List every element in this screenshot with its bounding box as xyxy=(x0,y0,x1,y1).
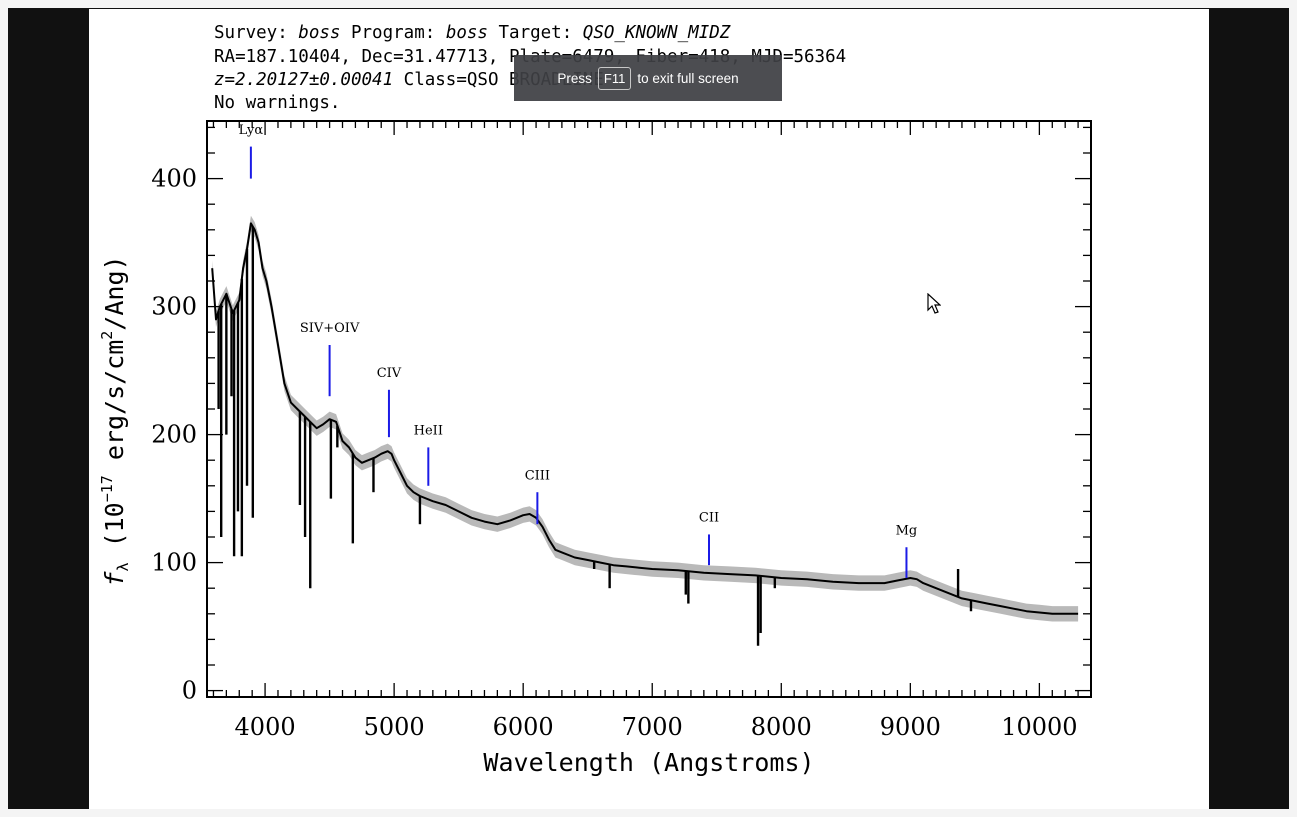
x-tick-label: 10000 xyxy=(1001,713,1077,741)
spectrum-layer xyxy=(211,222,1079,646)
emission-line-label: CII xyxy=(699,511,719,526)
redshift-value: z=2.20127±0.00041 xyxy=(214,70,394,90)
x-axis-label: Wavelength (Angstroms) xyxy=(483,748,814,777)
survey-label: Survey: xyxy=(214,23,299,43)
x-tick-label: 7000 xyxy=(622,713,683,741)
plot-frame xyxy=(206,120,1092,698)
y-tick-label: 400 xyxy=(151,165,197,193)
y-tick-label: 200 xyxy=(151,421,197,449)
survey-value: boss xyxy=(298,23,341,43)
emission-line-label: CIV xyxy=(377,366,402,381)
spectrum-line xyxy=(211,222,1079,615)
svg-text:fλ (10−17 erg/s/cm2/Ang): fλ (10−17 erg/s/cm2/Ang) xyxy=(98,255,132,586)
emission-line-label: Mg xyxy=(896,523,918,538)
fullscreen-exit-toast: Press F11 to exit full screen xyxy=(514,55,782,101)
x-tick-label: 8000 xyxy=(751,713,812,741)
y-tick-label: 100 xyxy=(151,549,197,577)
emission-line-label: SIV+OIV xyxy=(300,321,360,336)
header-line-survey: Survey: boss Program: boss Target: QSO_K… xyxy=(214,23,730,43)
header-line-coords: RA=187.10404, Dec=31.47713, Plate=6479, … xyxy=(214,47,847,67)
axes-layer: 4000 5000 6000 7000 8000 9000 10000 0 100 200 300 4… xyxy=(151,120,1092,741)
y-tick-label: 0 xyxy=(182,677,197,705)
program-value: boss xyxy=(445,23,488,43)
x-tick-label: 6000 xyxy=(493,713,554,741)
error-band xyxy=(212,215,1079,622)
program-label: Program: xyxy=(340,23,446,43)
target-value: QSO_KNOWN_MIDZ xyxy=(582,23,731,43)
error-band-layer xyxy=(212,215,1079,622)
x-tick-label: 9000 xyxy=(880,713,941,741)
emission-line-label: HeII xyxy=(414,424,443,439)
emission-line-layer: Lyα SIV+OIV CIV HeII CIII CII Mg xyxy=(239,123,918,578)
f11-key-badge: F11 xyxy=(597,66,632,90)
toast-press-text: Press xyxy=(557,70,592,86)
spectrum-image: Survey: boss Program: boss Target: QSO_K… xyxy=(89,9,1209,809)
target-label: Target: xyxy=(487,23,583,43)
x-tick-label: 5000 xyxy=(364,713,425,741)
x-tick-label: 4000 xyxy=(235,713,296,741)
emission-line-label: CIII xyxy=(525,468,550,483)
header-line-warnings: No warnings. xyxy=(214,93,341,113)
y-axis-label: fλ (10−17 erg/s/cm2/Ang) xyxy=(98,255,132,586)
mouse-pointer-icon xyxy=(927,293,941,314)
toast-rest-text: to exit full screen xyxy=(637,70,739,86)
emission-line-label: Lyα xyxy=(239,123,264,138)
y-tick-label: 300 xyxy=(151,293,197,321)
